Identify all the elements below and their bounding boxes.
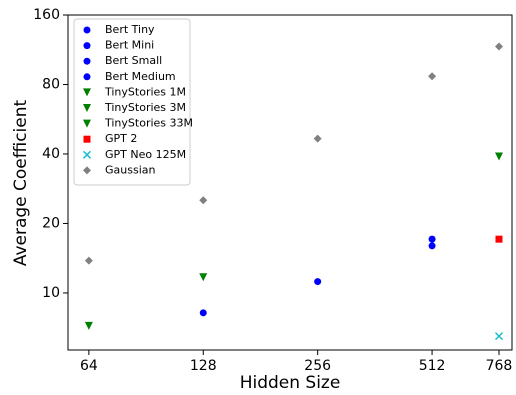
legend-label: TinyStories 1M <box>104 85 186 98</box>
y-axis-label: Average Coefficient <box>11 99 31 266</box>
plot-frame <box>67 14 513 351</box>
legend-label: Bert Small <box>105 54 162 67</box>
legend-marker <box>83 104 91 112</box>
legend-label: Bert Mini <box>105 39 154 52</box>
x-tick-label: 512 <box>419 358 446 374</box>
marker <box>314 278 322 286</box>
marker <box>199 273 208 282</box>
marker <box>428 235 436 243</box>
y-tick-label: 20 <box>42 215 60 231</box>
x-tick-label: 256 <box>304 358 331 374</box>
marker <box>494 332 504 341</box>
legend-box <box>73 18 191 186</box>
legend-marker <box>83 57 91 65</box>
legend-label: GPT Neo 125M <box>105 148 186 161</box>
y-tick-label: 80 <box>42 76 60 92</box>
y-tick-label: 40 <box>42 146 60 162</box>
legend-label: Gaussian <box>105 163 155 176</box>
marker <box>428 242 436 250</box>
marker <box>495 235 503 243</box>
marker <box>313 134 322 143</box>
marker <box>428 72 437 81</box>
legend-label: Bert Tiny <box>105 23 155 36</box>
marker <box>494 152 503 161</box>
legend-marker <box>83 166 91 175</box>
marker <box>494 42 503 51</box>
x-tick-label: 64 <box>80 358 98 374</box>
legend-marker <box>82 150 92 159</box>
marker <box>84 256 93 265</box>
y-tick-label: 160 <box>33 7 60 23</box>
marker <box>84 321 93 330</box>
legend-label: TinyStories 3M <box>104 101 186 114</box>
x-tick-label: 768 <box>486 358 513 374</box>
legend-label: Bert Medium <box>105 70 176 83</box>
y-tick-label: 10 <box>42 285 60 301</box>
x-axis-label: Hidden Size <box>240 373 341 393</box>
legend-marker <box>83 119 91 128</box>
legend-marker <box>83 42 91 50</box>
legend-marker <box>83 135 91 143</box>
marker <box>199 309 207 317</box>
legend-marker <box>83 88 91 97</box>
legend-marker <box>83 26 91 34</box>
x-tick-label: 128 <box>190 358 217 374</box>
legend-marker <box>83 73 91 81</box>
legend-label: TinyStories 33M <box>104 117 193 130</box>
marker <box>199 196 208 205</box>
legend-label: GPT 2 <box>105 132 137 145</box>
